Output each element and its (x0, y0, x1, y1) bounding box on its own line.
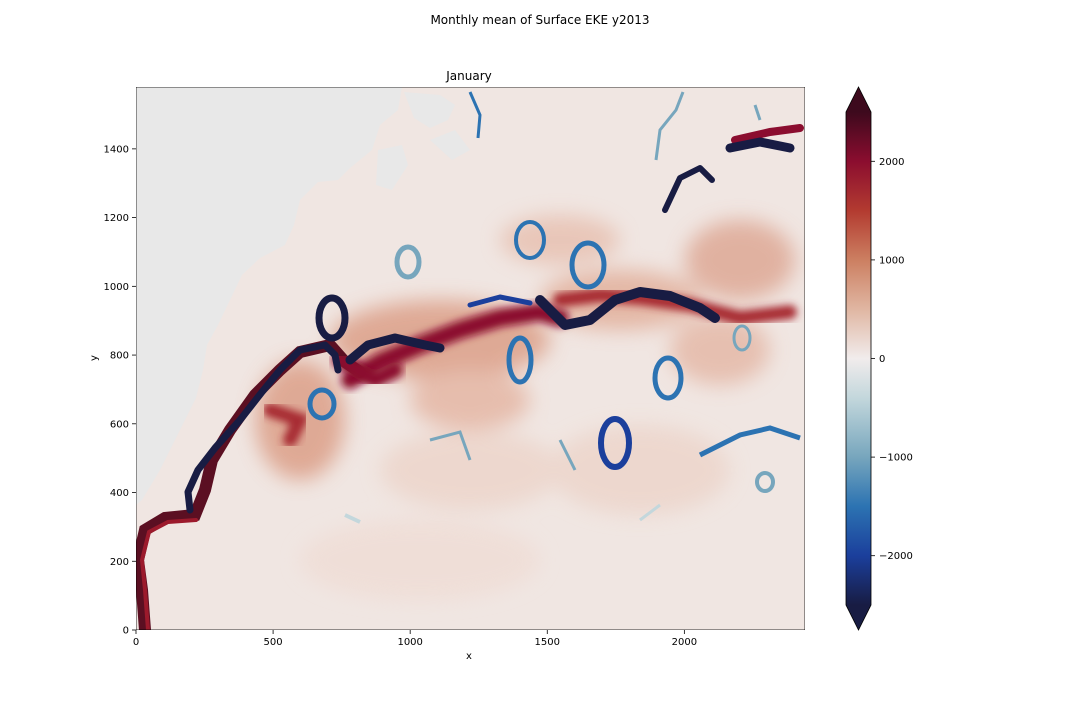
y-tick-label: 1200 (104, 213, 129, 224)
figure-suptitle: Monthly mean of Surface EKE y2013 (430, 13, 649, 27)
y-tick-label: 600 (110, 419, 129, 430)
gulf-stream-negative (184, 137, 795, 514)
colorbar-extend-bottom (846, 605, 871, 630)
colorbar-gradient (846, 112, 871, 605)
x-tick-label: 500 (264, 637, 283, 648)
x-axis: 0 500 1000 1500 2000 (133, 630, 697, 648)
y-tick-label: 200 (110, 557, 129, 568)
chart-title: January (445, 69, 492, 83)
land-mask (136, 87, 470, 505)
y-tick-label: 1000 (104, 282, 129, 293)
colorbar-extend-top (846, 87, 871, 112)
y-tick-label: 400 (110, 488, 129, 499)
colorbar-tick-label: 1000 (879, 255, 904, 266)
x-tick-label: 1500 (535, 637, 560, 648)
heatmap-plot-area (136, 87, 805, 630)
y-tick-label: 1400 (104, 144, 129, 155)
x-tick-label: 1000 (397, 637, 422, 648)
y-tick-label: 800 (110, 351, 129, 362)
eddy-rings (307, 91, 801, 524)
colorbar: −2000 −1000 0 1000 2000 (845, 86, 913, 631)
colorbar-outline (845, 86, 872, 631)
colorbar-tick-label: −1000 (879, 453, 913, 464)
y-axis: 0 200 400 600 800 1000 1200 1400 (104, 144, 136, 637)
colorbar-ticks: −2000 −1000 0 1000 2000 (871, 157, 913, 562)
y-axis-label: y (89, 355, 100, 361)
y-tick-label: 0 (123, 626, 129, 637)
x-axis-label: x (466, 651, 472, 662)
colorbar-tick-label: −2000 (879, 551, 913, 562)
x-tick-label: 0 (133, 637, 139, 648)
colorbar-tick-label: 2000 (879, 157, 904, 168)
colorbar-tick-label: 0 (879, 354, 885, 365)
x-tick-label: 2000 (672, 637, 697, 648)
